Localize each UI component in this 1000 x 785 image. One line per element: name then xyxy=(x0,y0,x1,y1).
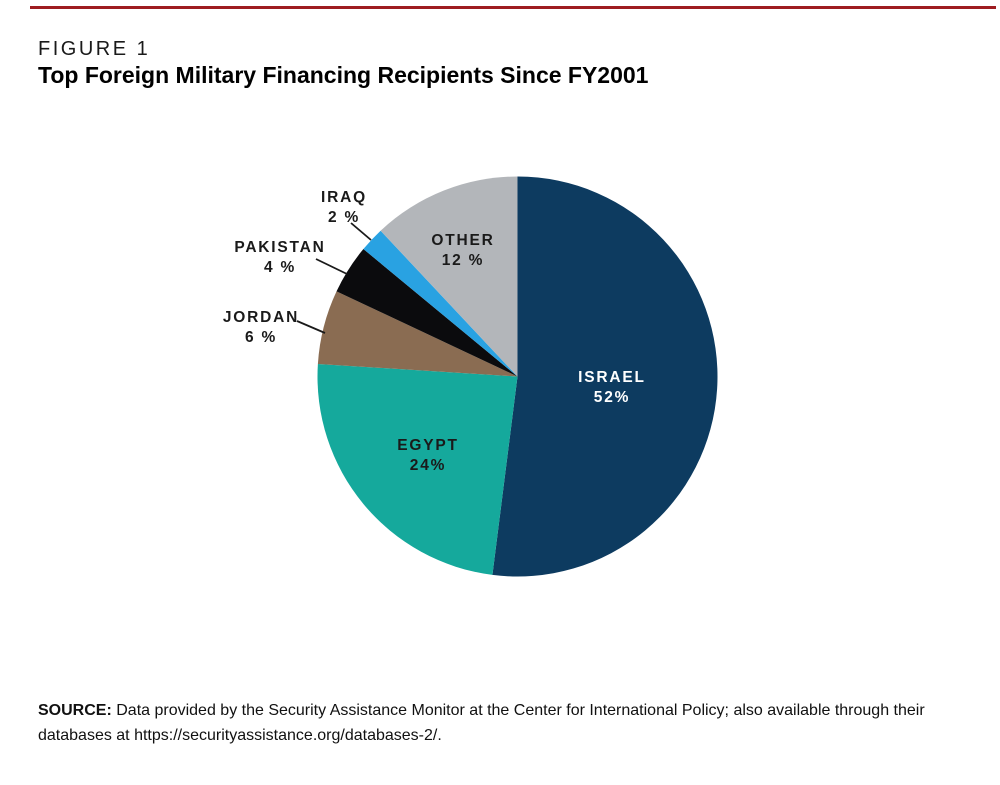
pie-label-iraq: IRAQ xyxy=(321,189,367,206)
pie-label-jordan-value: 6 % xyxy=(245,329,277,346)
source-note: SOURCE: Data provided by the Security As… xyxy=(38,698,950,748)
pie-slice-other xyxy=(380,176,518,377)
leader-line-iraq xyxy=(350,222,372,241)
figure-title: Top Foreign Military Financing Recipient… xyxy=(38,62,649,88)
leader-line-pakistan xyxy=(315,258,348,275)
pie-label-pakistan: PAKISTAN xyxy=(234,239,325,256)
pie-label-israel-value: 52% xyxy=(594,389,630,406)
figure-kicker: FIGURE 1 xyxy=(38,38,151,60)
pie-slice-iraq xyxy=(363,230,518,377)
pie-label-other-value: 12 % xyxy=(442,252,485,269)
pie-label-other: OTHER xyxy=(431,232,494,249)
source-text: Data provided by the Security Assistance… xyxy=(38,702,925,744)
pie-label-pakistan-value: 4 % xyxy=(264,259,296,276)
pie-label-egypt-value: 24% xyxy=(410,457,446,474)
pie-slice-egypt xyxy=(317,363,518,575)
pie-label-israel: ISRAEL xyxy=(578,369,646,386)
accent-rule xyxy=(30,6,996,9)
leader-line-jordan xyxy=(296,320,326,334)
pie-label-egypt: EGYPT xyxy=(397,437,459,454)
pie-slice-pakistan xyxy=(336,249,518,377)
pie-label-jordan: JORDAN xyxy=(223,309,299,326)
pie-slice-israel xyxy=(492,176,718,577)
pie-label-iraq-value: 2 % xyxy=(328,209,360,226)
source-label: SOURCE: xyxy=(38,702,112,719)
pie-slice-jordan xyxy=(317,291,518,377)
